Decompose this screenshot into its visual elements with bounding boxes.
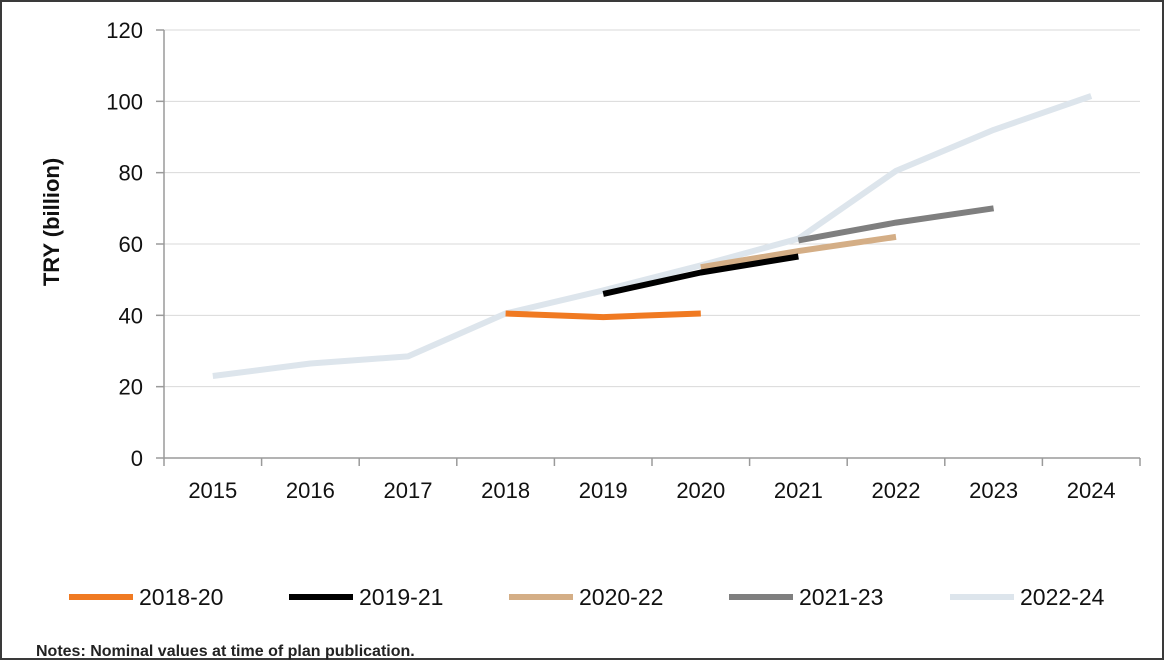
x-tick-label: 2024 bbox=[1067, 478, 1116, 503]
y-tick-label: 80 bbox=[119, 161, 143, 186]
legend-label: 2018-20 bbox=[139, 584, 223, 610]
series-line-2020-22 bbox=[700, 233, 897, 271]
y-axis-title: TRY (billion) bbox=[39, 158, 64, 286]
y-tick-label: 40 bbox=[119, 303, 143, 328]
legend-item-2020-22: 2020-22 bbox=[509, 584, 663, 610]
legend-item-2019-21: 2019-21 bbox=[289, 584, 443, 610]
series-lines bbox=[212, 93, 1093, 379]
legend-label: 2019-21 bbox=[359, 584, 443, 610]
footnote: Notes: Nominal values at time of plan pu… bbox=[36, 643, 415, 660]
legend-label: 2020-22 bbox=[579, 584, 663, 610]
x-tick-label: 2015 bbox=[188, 478, 237, 503]
y-tick-label: 100 bbox=[106, 89, 143, 114]
x-tick-label: 2016 bbox=[286, 478, 335, 503]
x-axis-ticks: 2015 2016 2017 2018 2019 2020 2021 2022 2023 2024 bbox=[188, 478, 1115, 503]
y-axis-ticks: 0 20 40 60 80 100 120 bbox=[106, 18, 143, 471]
x-tick-label: 2021 bbox=[774, 478, 823, 503]
grid-lines bbox=[164, 29, 1140, 388]
x-tick-label: 2023 bbox=[969, 478, 1018, 503]
x-tick-label: 2017 bbox=[384, 478, 433, 503]
series-line-2019-21 bbox=[602, 253, 799, 297]
legend-item-2018-20: 2018-20 bbox=[69, 584, 223, 610]
y-tick-label: 60 bbox=[119, 232, 143, 257]
x-tick-label: 2022 bbox=[872, 478, 921, 503]
y-tick-label: 20 bbox=[119, 375, 143, 400]
series-line-2022-24 bbox=[212, 93, 1093, 379]
y-tick-label: 120 bbox=[106, 18, 143, 43]
axes bbox=[156, 29, 1141, 466]
legend-label: 2021-23 bbox=[799, 584, 883, 610]
x-tick-label: 2020 bbox=[676, 478, 725, 503]
x-tick-label: 2018 bbox=[481, 478, 530, 503]
x-tick-label: 2019 bbox=[579, 478, 628, 503]
legend-item-2022-24: 2022-24 bbox=[950, 584, 1105, 610]
legend-label: 2022-24 bbox=[1020, 584, 1105, 610]
series-line-2018-20 bbox=[505, 310, 701, 321]
legend-item-2021-23: 2021-23 bbox=[729, 584, 883, 610]
legend: 2018-20 2019-21 2020-22 2021-23 2022-24 bbox=[69, 584, 1105, 610]
series-line-2021-23 bbox=[797, 205, 995, 244]
line-chart: 0 20 40 60 80 100 120 2015 2016 2017 2018 2019 2020… bbox=[39, 18, 1141, 610]
y-tick-label: 0 bbox=[131, 446, 143, 471]
